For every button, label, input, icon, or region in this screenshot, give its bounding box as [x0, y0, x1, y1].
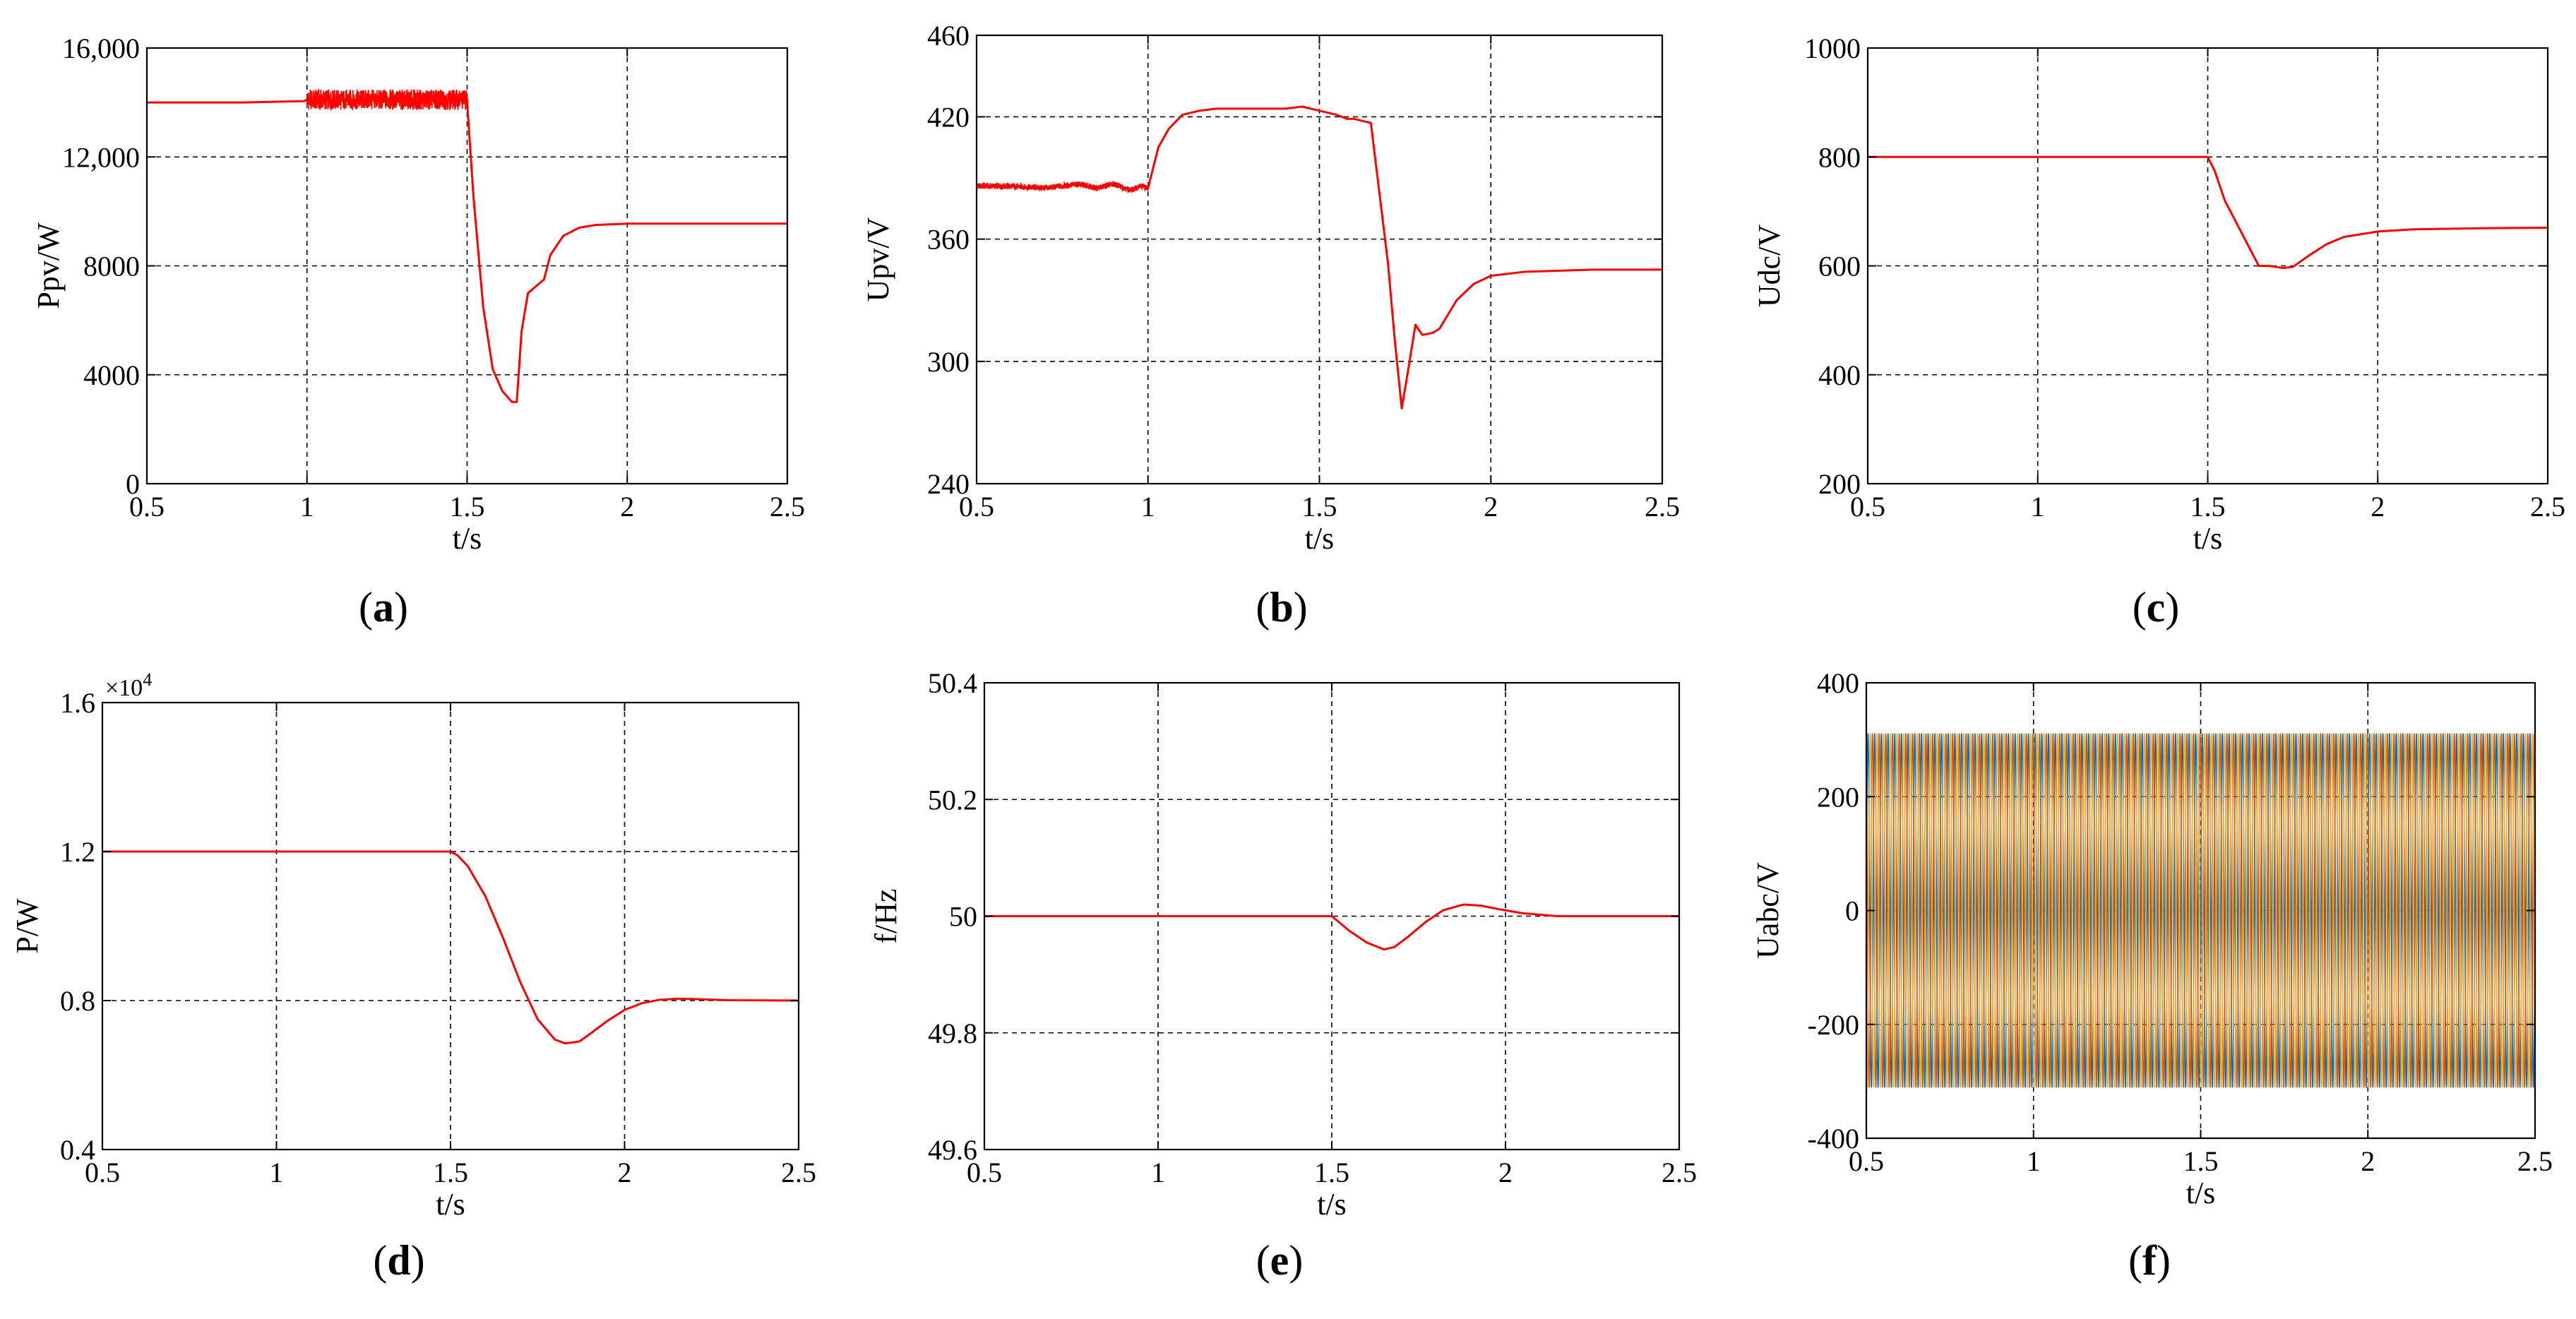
y-axis-label: Upv/V: [861, 217, 895, 302]
y-tick-label: 0: [1845, 895, 1859, 927]
series-group: [147, 88, 787, 403]
chart-panel-f: 0.5 1 1.5 2 2.5 -400 -200 0 200 400 t/s Uabc/V (f): [1751, 667, 2553, 1284]
y-tick-label: 1.2: [60, 836, 95, 868]
y-tick-label: 1.6: [60, 687, 95, 719]
series-line: [102, 850, 799, 1045]
x-tick-label: 0.5: [1850, 491, 1885, 523]
x-tick-label: 1.5: [1314, 1157, 1349, 1188]
chart-panel-e: 0.5 1 1.5 2 2.5 49.6 49.8 50 50.2 50.4 t/s f/Hz (e): [869, 667, 1697, 1284]
series-group: [102, 850, 799, 1045]
y-tick-label: 200: [1818, 468, 1861, 500]
y-tick-label: 50.4: [928, 667, 977, 699]
y-tick-label: 0: [126, 468, 140, 500]
x-tick-label: 0.5: [85, 1157, 120, 1188]
series-line: [984, 903, 1679, 951]
y-tick-label: 0.8: [60, 985, 95, 1017]
x-axis-label: t/s: [1305, 521, 1335, 556]
series-line: [1868, 155, 2548, 270]
x-tick-label: 2.5: [770, 491, 805, 523]
x-tick-label: 2: [618, 1157, 632, 1188]
phase-a-line: [1866, 733, 2535, 1088]
y-tick-label: 49.6: [928, 1134, 977, 1166]
chart-panel-a: 0.5 1 1.5 2 2.5 0 4000 8000 12,000 16,000 t/s Ppv/W…: [31, 32, 805, 631]
y-tick-label: 1000: [1804, 32, 1861, 64]
chart-panel-b: 0.5 1 1.5 2 2.5 240 300 360 420 460 t/s Upv/V (b): [861, 20, 1680, 631]
y-tick-label: -400: [1808, 1123, 1859, 1154]
series-ripple: [977, 180, 1149, 194]
panel-label: (d): [373, 1237, 424, 1284]
x-tick-label: 2.5: [1662, 1157, 1697, 1188]
x-tick-label: 0.5: [1849, 1145, 1884, 1177]
y-axis-label: P/W: [10, 898, 44, 954]
chart-panel-c: 0.5 1 1.5 2 2.5 200 400 600 800 1000 t/s Udc/V (c): [1752, 32, 2565, 631]
x-tick-label: 2.5: [1645, 491, 1680, 523]
y-axis-label: Uabc/V: [1751, 862, 1785, 959]
y-tick-label: 12,000: [62, 141, 140, 173]
x-axis-label: t/s: [436, 1187, 465, 1222]
x-tick-label: 1: [2031, 491, 2045, 523]
x-tick-label: 1: [270, 1157, 284, 1188]
x-axis-label: t/s: [2186, 1176, 2216, 1210]
panel-label: (a): [359, 584, 408, 631]
phase-b-line: [1866, 733, 2535, 1088]
x-axis-label: t/s: [453, 521, 482, 556]
x-tick-label: 2: [2371, 491, 2385, 523]
axis-scale-label: ×104: [105, 669, 152, 701]
panel-label: (e): [1256, 1237, 1304, 1284]
y-tick-label: 50.2: [928, 784, 977, 816]
x-tick-label: 1.5: [433, 1157, 468, 1188]
series-group: [1866, 733, 2535, 1088]
y-tick-label: 50: [949, 901, 977, 933]
x-tick-label: 2: [1484, 491, 1498, 523]
y-tick-label: 420: [927, 101, 970, 133]
panel-label: (b): [1256, 584, 1307, 631]
x-tick-label: 2: [2361, 1145, 2375, 1177]
y-tick-label: 0.4: [60, 1134, 95, 1166]
x-tick-label: 0.5: [967, 1157, 1002, 1188]
y-tick-label: 400: [1818, 359, 1861, 391]
series-group: [977, 105, 1662, 410]
x-tick-label: 1: [300, 491, 314, 523]
x-tick-label: 2.5: [2517, 1145, 2553, 1177]
y-axis-label: f/Hz: [869, 888, 903, 943]
y-tick-label: 4000: [83, 359, 140, 391]
y-tick-label: -200: [1808, 1009, 1859, 1041]
y-tick-label: 8000: [83, 251, 140, 282]
y-tick-label: 400: [1817, 667, 1859, 699]
x-tick-label: 0.5: [129, 491, 165, 523]
y-tick-label: 16,000: [62, 32, 140, 64]
series-group: [1868, 155, 2548, 270]
x-tick-label: 1.5: [2190, 491, 2226, 523]
x-tick-label: 1.5: [450, 491, 485, 523]
y-tick-label: 49.8: [928, 1017, 977, 1049]
series-ripple: [306, 88, 468, 112]
x-axis-label: t/s: [1317, 1187, 1347, 1222]
y-axis-label: Ppv/W: [31, 222, 66, 309]
series-group: [984, 903, 1679, 951]
y-tick-label: 600: [1818, 251, 1861, 282]
chart-panel-d: 0.5 1 1.5 2 2.5 0.4 0.8 1.2 1.6 t/s P/W ×104 (d): [10, 669, 816, 1284]
x-tick-label: 1: [1141, 491, 1155, 523]
x-tick-label: 2.5: [2530, 491, 2565, 523]
x-axis-label: t/s: [2193, 521, 2223, 556]
x-tick-label: 0.5: [959, 491, 994, 523]
x-tick-label: 1.5: [1302, 491, 1337, 523]
y-axis-label: Udc/V: [1752, 225, 1787, 308]
x-tick-label: 2.5: [781, 1157, 816, 1188]
y-tick-label: 800: [1818, 141, 1861, 173]
y-tick-label: 300: [927, 346, 970, 378]
x-tick-label: 2: [1498, 1157, 1513, 1188]
y-tick-label: 240: [927, 468, 970, 500]
y-tick-label: 200: [1817, 781, 1859, 813]
panel-label: (c): [2133, 584, 2180, 631]
x-tick-label: 1.5: [2183, 1145, 2219, 1177]
x-tick-label: 2: [620, 491, 634, 523]
x-tick-label: 1: [1151, 1157, 1165, 1188]
y-tick-label: 460: [927, 20, 970, 52]
phase-c-line: [1866, 733, 2535, 1088]
y-tick-label: 360: [927, 224, 970, 256]
panel-label: (f): [2128, 1237, 2171, 1284]
x-tick-label: 1: [2027, 1145, 2041, 1177]
